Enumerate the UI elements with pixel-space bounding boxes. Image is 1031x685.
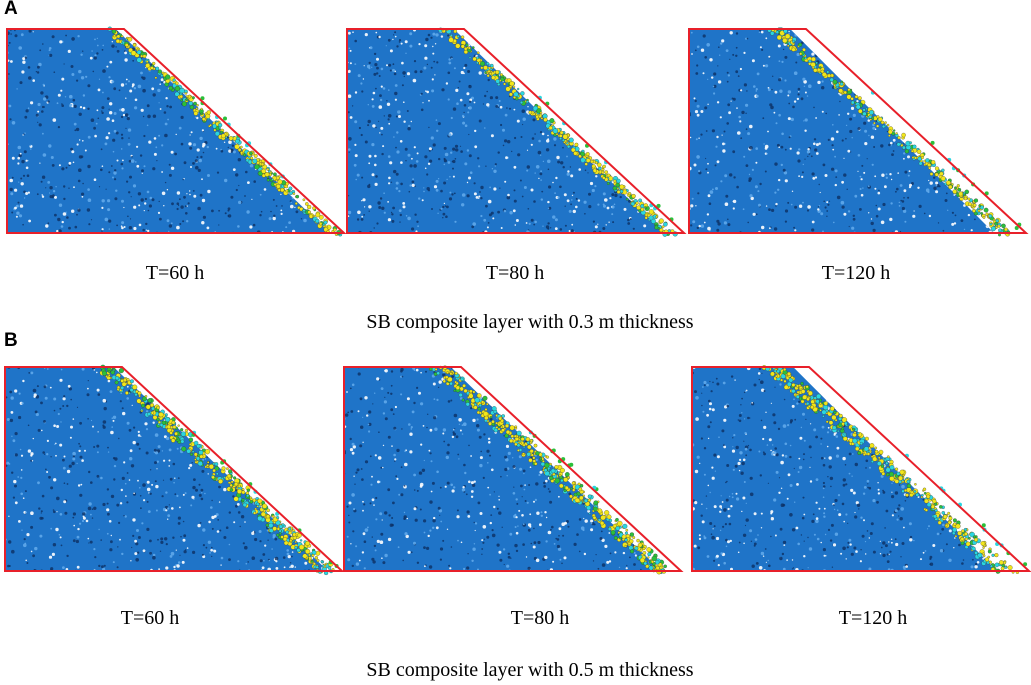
panel-letter-b: B bbox=[4, 330, 18, 351]
slope-simulation-a-t120 bbox=[688, 27, 1029, 237]
time-label-b-t80: T=80 h bbox=[510, 607, 570, 629]
time-label-b-t60: T=60 h bbox=[120, 607, 180, 629]
slope-simulation-a-t80 bbox=[346, 27, 687, 237]
caption-a: SB composite layer with 0.3 m thickness bbox=[366, 311, 694, 333]
caption-b: SB composite layer with 0.5 m thickness bbox=[366, 659, 694, 681]
time-label-a-t60: T=60 h bbox=[145, 262, 205, 284]
time-label-a-t80: T=80 h bbox=[485, 262, 545, 284]
time-label-a-t120: T=120 h bbox=[821, 262, 891, 284]
time-label-b-t120: T=120 h bbox=[838, 607, 908, 629]
panel-letter-a: A bbox=[4, 0, 18, 19]
slope-simulation-b-t120 bbox=[691, 365, 1031, 574]
slope-simulation-b-t60 bbox=[4, 364, 345, 576]
slope-simulation-b-t80 bbox=[343, 365, 684, 575]
slope-simulation-a-t60 bbox=[6, 26, 347, 237]
